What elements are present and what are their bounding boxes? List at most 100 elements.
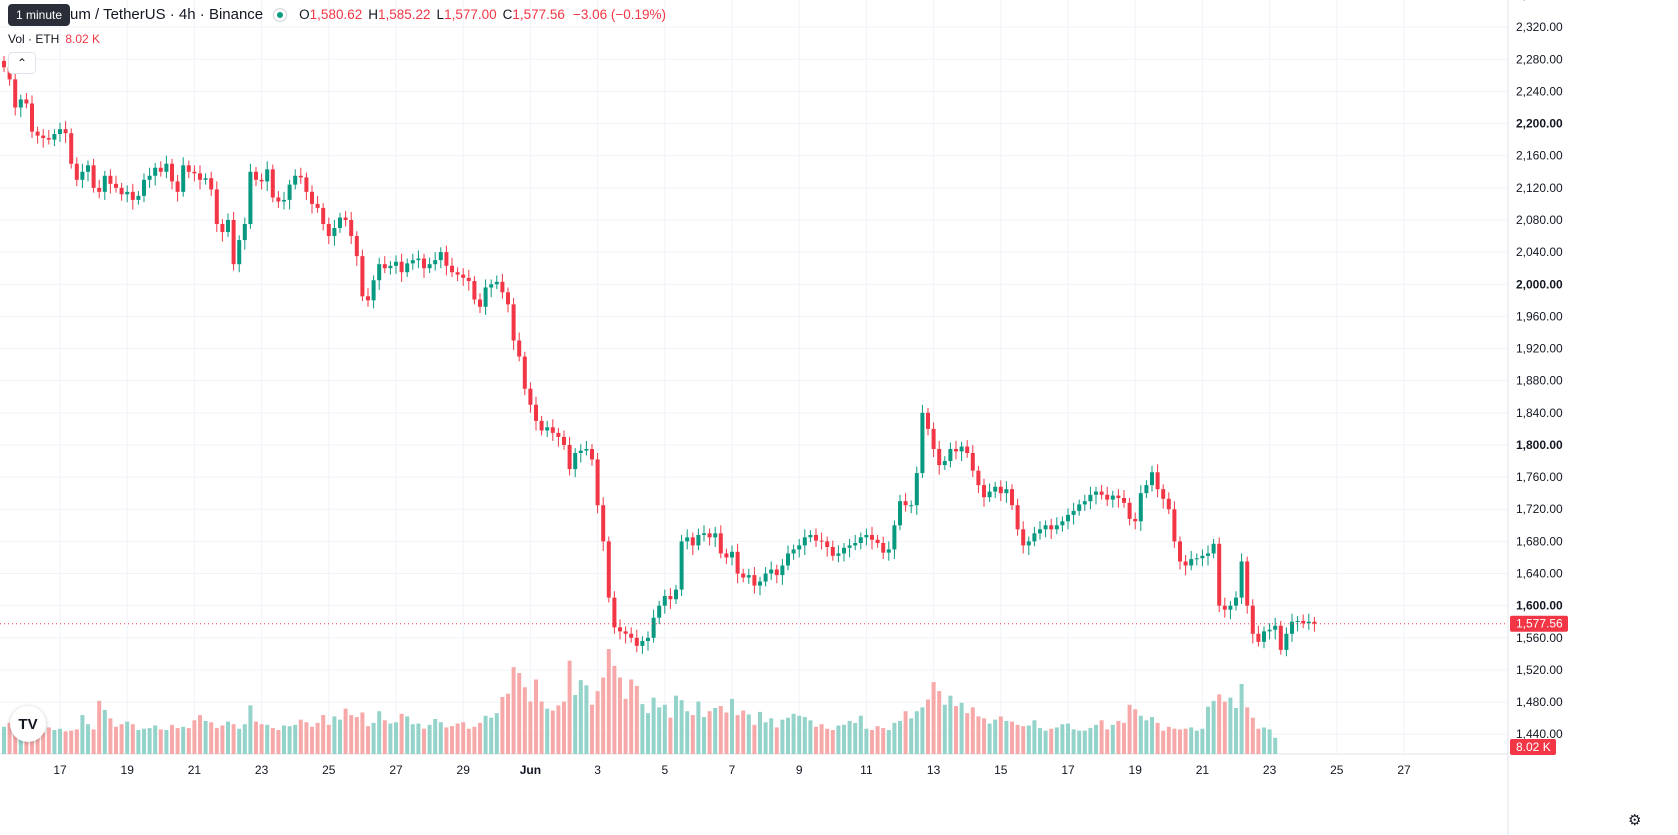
volume-bar xyxy=(248,705,253,754)
candle-body xyxy=(74,163,79,180)
candle-body xyxy=(573,452,578,470)
volume-bar xyxy=(802,717,807,754)
candle-body xyxy=(1094,491,1098,495)
volume-bar xyxy=(718,706,723,754)
volume-bar xyxy=(97,700,102,754)
candle-body xyxy=(690,537,695,546)
candle-body xyxy=(410,260,415,264)
candle-body xyxy=(718,533,723,554)
volume-bar xyxy=(142,728,146,754)
volume-bar xyxy=(276,730,281,754)
candle-body xyxy=(270,169,275,198)
candle-body xyxy=(735,551,740,574)
volume-bar xyxy=(1250,717,1255,754)
x-tick-label: 27 xyxy=(1397,763,1411,777)
candle-body xyxy=(802,537,807,546)
volume-bar xyxy=(1200,728,1205,754)
candle-body xyxy=(1172,509,1177,542)
candle-body xyxy=(623,631,628,634)
volume-bar xyxy=(937,691,942,754)
volume-bar xyxy=(797,715,802,754)
volume-bar xyxy=(926,699,930,754)
volume-bar xyxy=(1273,737,1278,754)
candle-body xyxy=(506,292,510,305)
candle-body xyxy=(791,549,796,554)
volume-bar xyxy=(170,724,174,754)
volume-bar xyxy=(114,726,118,754)
volume-bar xyxy=(1032,720,1037,754)
candle-body xyxy=(1284,633,1289,650)
volume-bar xyxy=(875,726,880,754)
symbol-title[interactable]: um / TetherUS · 4h · Binance xyxy=(70,6,264,23)
volume-bar xyxy=(58,728,62,754)
candle-body xyxy=(830,547,835,556)
low-value: 1,577.00 xyxy=(444,7,497,22)
candle-body xyxy=(679,541,684,590)
collapse-legend-button[interactable]: ⌃ xyxy=(8,52,36,74)
candle-body xyxy=(1021,529,1026,546)
candle-body xyxy=(399,261,404,273)
candle-body xyxy=(382,264,387,269)
candle-body xyxy=(954,448,958,452)
y-tick-label: 1,640.00 xyxy=(1516,567,1563,581)
candle-body xyxy=(511,304,516,341)
volume-bar xyxy=(898,720,902,754)
candle-body xyxy=(97,187,102,192)
high-value: 1,585.22 xyxy=(377,7,431,22)
y-tick-label: 1,480.00 xyxy=(1516,695,1563,709)
volume-bar xyxy=(858,715,863,754)
volume-bar xyxy=(461,722,466,754)
candle-body xyxy=(819,540,824,542)
volume-bar xyxy=(147,728,152,754)
volume-bar xyxy=(164,730,169,754)
x-tick-label: 13 xyxy=(927,763,941,777)
volume-bar xyxy=(562,701,566,754)
candle-body xyxy=(567,444,572,470)
volume-bar xyxy=(410,724,415,754)
volume-bar xyxy=(214,728,219,754)
candle-body xyxy=(646,637,650,642)
volume-bar xyxy=(886,730,891,754)
tradingview-logo-icon[interactable]: TV xyxy=(10,706,46,742)
y-tick-label: 1,760.00 xyxy=(1516,470,1563,484)
volume-bar xyxy=(517,672,522,754)
candle-body xyxy=(181,165,186,192)
volume-bar xyxy=(366,726,370,754)
candle-body xyxy=(1178,541,1182,562)
candle-body xyxy=(550,427,555,433)
volume-bar xyxy=(1178,729,1182,754)
candle-body xyxy=(1054,525,1059,530)
volume-bar xyxy=(349,715,354,754)
candle-body xyxy=(343,217,348,220)
volume-bar xyxy=(416,723,421,754)
candle-body xyxy=(478,299,482,307)
volume-bar xyxy=(685,711,690,754)
candle-body xyxy=(1088,494,1093,502)
candle-body xyxy=(242,223,247,241)
candle-body xyxy=(1189,559,1194,566)
candle-body xyxy=(444,252,449,266)
candle-body xyxy=(1211,543,1216,554)
y-tick-label: 2,280.00 xyxy=(1516,52,1563,66)
candle-body xyxy=(763,573,768,582)
volume-bar xyxy=(1211,700,1216,754)
candle-body xyxy=(466,277,471,282)
volume-bar xyxy=(545,708,550,754)
volume-bar xyxy=(746,714,751,754)
candle-body xyxy=(578,450,583,453)
candle-body xyxy=(1066,514,1070,522)
candle-body xyxy=(2,60,6,68)
candle-body xyxy=(657,605,662,618)
y-tick-label: 1,800.00 xyxy=(1516,438,1563,452)
candle-body xyxy=(1166,498,1171,510)
candle-body xyxy=(114,183,118,188)
candle-body xyxy=(858,537,863,543)
candle-body xyxy=(338,217,342,229)
volume-value: 8.02 K xyxy=(65,32,101,46)
candle-body xyxy=(1004,489,1009,494)
volume-bar xyxy=(646,713,650,754)
candle-body xyxy=(970,452,975,471)
gear-icon[interactable]: ⚙ xyxy=(1628,812,1642,829)
volume-bar xyxy=(298,719,303,754)
